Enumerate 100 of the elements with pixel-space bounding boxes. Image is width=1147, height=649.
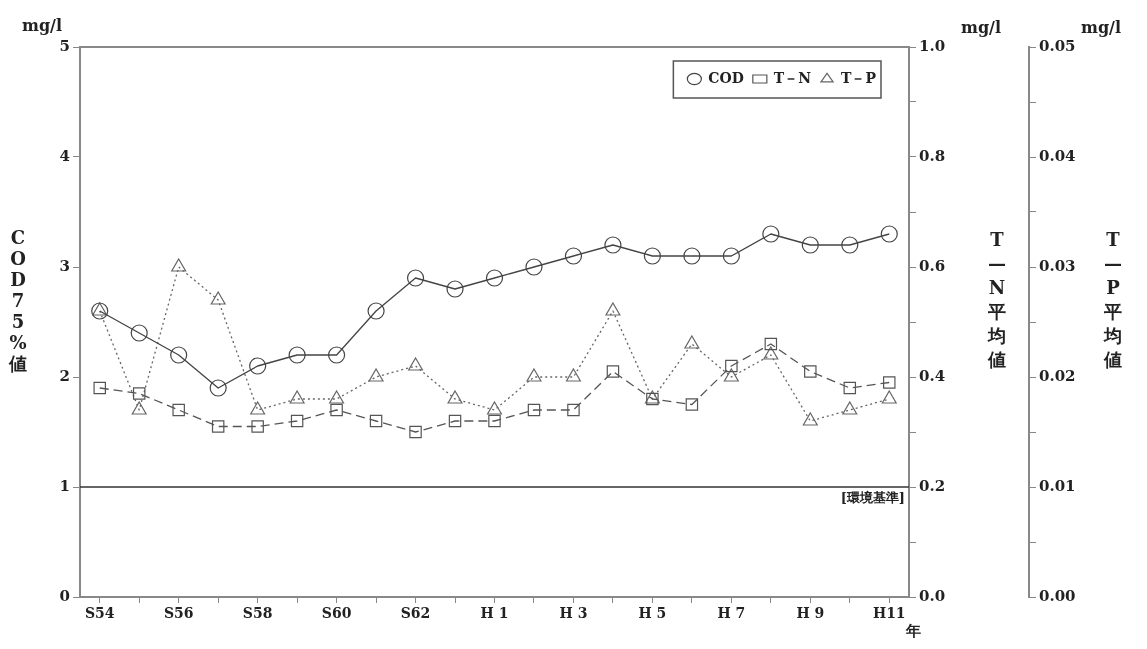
y2-tick-label: 0.4 (919, 366, 946, 385)
x-tick-label: H 9 (796, 605, 825, 622)
x-axis-title: 年 (904, 622, 921, 641)
y2-axis-title: T—N平均値 (987, 228, 1006, 370)
point (606, 365, 620, 378)
point (605, 302, 621, 316)
x-tick-label: S56 (163, 605, 194, 622)
point (843, 381, 857, 395)
point (91, 302, 109, 320)
point (328, 346, 346, 364)
x-tick-label: H 3 (559, 605, 588, 622)
point (130, 324, 148, 342)
x-tick-label: H11 (872, 605, 906, 622)
x-tick-label: S60 (321, 605, 352, 622)
y-tick-label: 2 (59, 366, 70, 385)
point (683, 247, 701, 265)
x-tick-label: S54 (84, 605, 115, 622)
y3-axis-title: T—P平均値 (1103, 228, 1122, 370)
point (804, 365, 817, 378)
point (526, 368, 542, 382)
point (842, 401, 858, 415)
y2-tick-label: 0.0 (919, 586, 946, 605)
point (209, 379, 227, 397)
point (288, 346, 306, 364)
x-tick-label: H 1 (480, 605, 509, 622)
point (249, 357, 267, 375)
point (486, 401, 503, 415)
x-tick-label: H 7 (717, 605, 746, 622)
point (368, 368, 384, 382)
text: mg/l (22, 16, 63, 36)
point (881, 390, 897, 404)
text: mg/l (1081, 18, 1122, 38)
point (565, 368, 581, 382)
point (685, 398, 699, 411)
point (604, 236, 622, 254)
point (409, 425, 422, 439)
x-tick-label: S62 (400, 605, 431, 622)
point (171, 258, 187, 272)
y3-tick-label: 0.04 (1039, 146, 1076, 165)
point (210, 291, 226, 305)
point (762, 225, 780, 243)
legend-label: COD (708, 69, 744, 86)
point (290, 414, 304, 428)
point (564, 247, 583, 265)
point (883, 376, 896, 389)
point (567, 403, 580, 417)
point (802, 412, 818, 426)
point (722, 247, 740, 265)
y2-tick-label: 1.0 (919, 36, 946, 55)
legend-label: T－P (841, 69, 877, 86)
legend-label: T－N (773, 69, 812, 86)
point (525, 258, 543, 276)
y3-tick-label: 0.02 (1039, 366, 1076, 385)
y-tick-label: 3 (59, 256, 70, 275)
point (330, 403, 343, 417)
y3-tick-label: 0.00 (1039, 586, 1076, 605)
point (446, 280, 464, 298)
point (211, 420, 225, 433)
ref-line-label: [環境基準] (840, 489, 905, 505)
y-tick-label: 0 (59, 586, 70, 605)
point (880, 225, 898, 243)
point (172, 403, 185, 417)
point (408, 357, 424, 371)
x-tick-label: H 5 (638, 605, 667, 622)
point (763, 346, 779, 360)
point (801, 236, 819, 254)
x-tick-label: S58 (242, 605, 273, 622)
point (289, 390, 305, 404)
point (725, 359, 738, 373)
point (485, 269, 504, 287)
y3-tick-label: 0.05 (1039, 36, 1076, 55)
point (764, 337, 778, 351)
point (488, 414, 501, 428)
point (448, 414, 462, 428)
point (131, 401, 147, 415)
y2-tick-label: 0.2 (919, 476, 946, 495)
point (132, 387, 146, 400)
y2-tick-label: 0.8 (919, 146, 946, 165)
text: mg/l (961, 18, 1002, 38)
point (369, 414, 383, 428)
point (170, 346, 188, 364)
point (447, 390, 463, 404)
y3-tick-label: 0.03 (1039, 256, 1076, 275)
point (841, 236, 859, 254)
point (527, 403, 541, 417)
y-tick-label: 5 (59, 36, 70, 55)
point (93, 381, 106, 395)
point (92, 302, 108, 316)
y-tick-label: 4 (59, 146, 70, 165)
point (643, 247, 662, 265)
point (406, 269, 425, 287)
y2-tick-label: 0.6 (919, 256, 946, 275)
point (367, 302, 385, 320)
y3-tick-label: 0.01 (1039, 476, 1076, 495)
point (250, 401, 266, 415)
point (329, 390, 345, 404)
point (684, 335, 700, 349)
point (723, 368, 739, 382)
y-axis-title: COD75%値 (8, 226, 27, 374)
point (251, 420, 264, 433)
